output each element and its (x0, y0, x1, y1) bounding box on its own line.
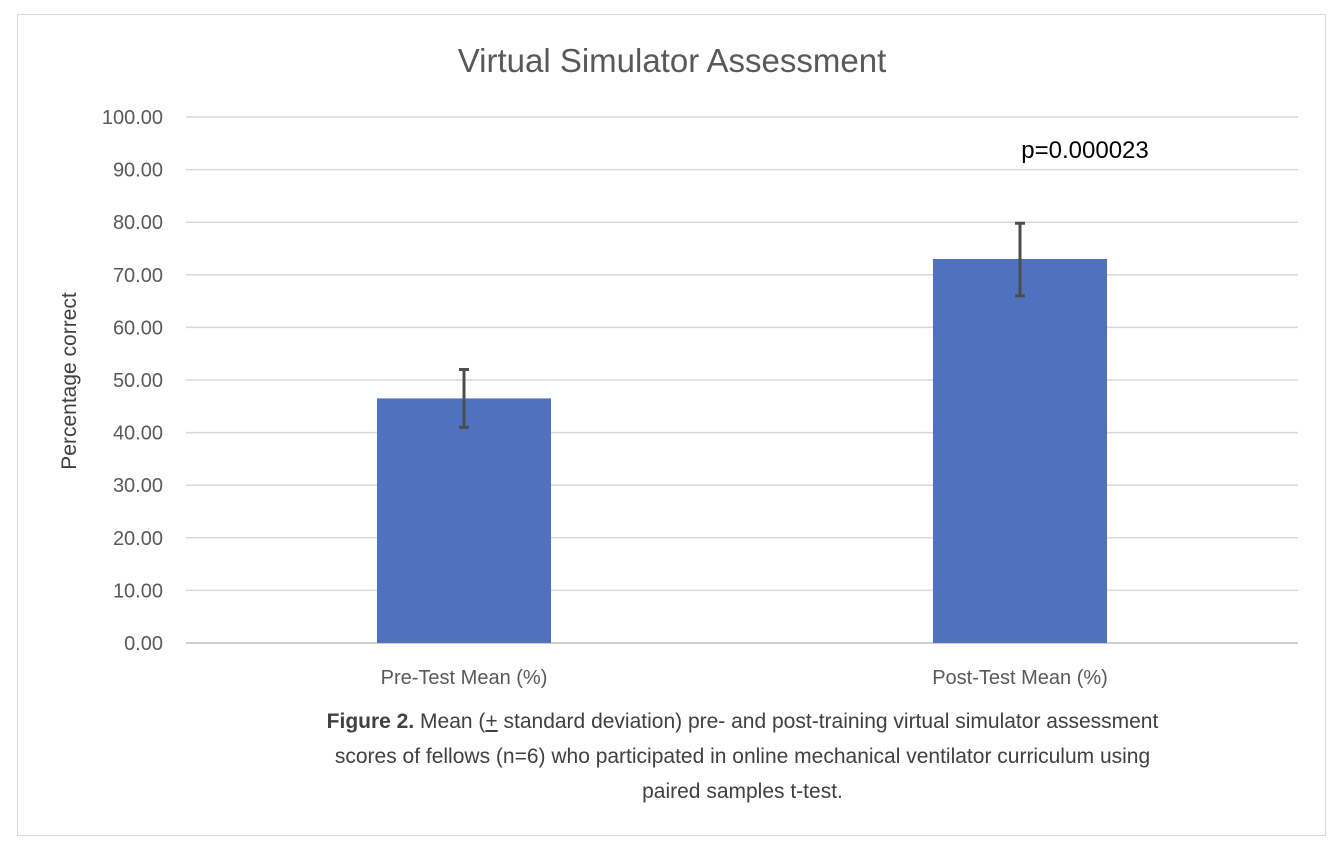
y-tick-label: 20.00 (113, 528, 163, 550)
y-tick-label: 50.00 (113, 370, 163, 392)
y-tick-label: 80.00 (113, 212, 163, 234)
caption-text-before: Mean ( (414, 710, 486, 733)
y-tick-label: 10.00 (113, 580, 163, 602)
caption-line1-rest: standard deviation) pre- and post-traini… (497, 710, 1159, 733)
p-value-annotation: p=0.000023 (1021, 137, 1148, 164)
bar (932, 259, 1108, 643)
caption-line3: paired samples t-test. (642, 780, 843, 803)
y-tick-label: 40.00 (113, 423, 163, 445)
gridlines (186, 116, 1298, 644)
y-tick-label: 90.00 (113, 160, 163, 182)
bar (376, 398, 552, 643)
y-tick-labels: 0.00 10.00 20.00 30.00 40.00 50.00 60.00 70.00 8… (102, 107, 163, 655)
y-tick-label: 70.00 (113, 265, 163, 287)
y-tick-label: 60.00 (113, 317, 163, 339)
y-tick-label: 100.00 (102, 107, 163, 129)
caption-line2: scores of fellows (n=6) who participated… (334, 745, 1151, 768)
caption-plus-minus: + (485, 710, 498, 733)
caption-figure-label: Figure 2. (326, 710, 415, 733)
chart-title: Virtual Simulator Assessment (458, 42, 887, 79)
x-tick-label: Post-Test Mean (%) (932, 667, 1108, 689)
y-axis-label: Percentage correct (58, 292, 81, 470)
bars (376, 259, 1108, 643)
chart-frame (17, 14, 1326, 836)
figure-caption: Figure 2. Mean (+ standard deviation) pr… (180, 704, 1305, 809)
x-tick-labels: Pre-Test Mean (%) Post-Test Mean (%) (381, 667, 1108, 689)
y-tick-label: 0.00 (124, 633, 163, 655)
y-tick-label: 30.00 (113, 475, 163, 497)
x-tick-label: Pre-Test Mean (%) (381, 667, 548, 689)
error-bars (459, 221, 1025, 429)
